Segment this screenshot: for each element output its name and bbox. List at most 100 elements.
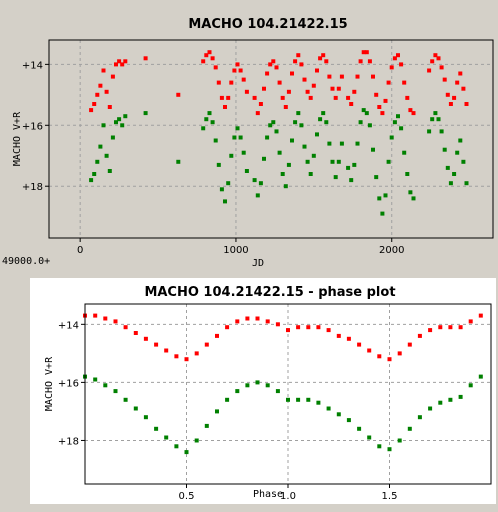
light-curve-red-point-53: [327, 74, 332, 79]
light-curve-green-point-35: [271, 120, 276, 125]
light-curve-red-point-9: [117, 59, 122, 64]
light-curve-red-point-78: [408, 108, 413, 113]
light-curve-green-point-9: [117, 117, 122, 122]
light-curve-red-point-80: [427, 68, 432, 73]
phase-plot-red-point-10: [184, 357, 189, 362]
light-curve-green-point-20: [219, 187, 224, 192]
light-curve-green-point-46: [305, 159, 310, 164]
phase-plot-red-point-23: [316, 325, 321, 330]
phase-plot-y-tick-label-2: +18: [58, 436, 79, 447]
light-curve-green-point-51: [321, 111, 326, 116]
light-curve-green-point-19: [216, 162, 221, 167]
phase-plot-green-point-28: [367, 435, 372, 440]
light-curve-green-point-90: [458, 138, 463, 143]
phase-plot-red-point-22: [306, 325, 311, 330]
phase-plot-green-point-8: [164, 435, 169, 440]
light-curve-red-point-52: [324, 59, 329, 64]
phase-plot-red-point-36: [448, 325, 453, 330]
light-curve-red-point-22: [226, 95, 231, 100]
light-curve-red-point-55: [333, 95, 338, 100]
light-curve-green-point-22: [226, 181, 231, 186]
light-curve-red-point-16: [207, 50, 212, 55]
light-curve-red-point-25: [235, 62, 240, 67]
light-curve-green-point-40: [286, 162, 291, 167]
light-curve-red-point-7: [110, 74, 115, 79]
phase-plot-red-point-39: [478, 313, 483, 318]
light-curve-green-point-59: [349, 178, 354, 183]
light-curve-red-point-21: [223, 105, 227, 109]
light-curve-green-point-48: [311, 153, 316, 158]
light-curve-green-point-61: [355, 141, 360, 146]
light-curve-green-point-23: [229, 153, 234, 158]
light-curve-green-point-17: [210, 120, 215, 125]
light-curve-green-point-84: [439, 129, 444, 134]
light-curve-x-tick-label-0: 0: [77, 245, 83, 256]
light-curve-green-point-70: [383, 193, 388, 198]
light-curve-green-point-38: [280, 172, 285, 176]
light-curve-red-point-86: [445, 92, 450, 97]
phase-plot-green-point-6: [143, 415, 148, 420]
light-curve-red-point-67: [374, 92, 379, 97]
light-curve-red-point-39: [283, 105, 288, 109]
light-curve-red-point-19: [216, 80, 221, 85]
light-curve-red-point-90: [458, 71, 463, 76]
light-curve-points: [89, 50, 469, 216]
light-curve-x-offset-label: 49000.0+: [2, 256, 50, 267]
phase-plot-red-point-34: [428, 328, 433, 333]
light-curve-red-point-20: [219, 95, 224, 100]
light-curve-green-point-21: [223, 199, 227, 204]
phase-plot-green-point-26: [346, 418, 351, 423]
light-curve-red-point-63: [361, 50, 366, 55]
light-curve-green-point-42: [293, 120, 298, 125]
light-curve-red-point-69: [380, 111, 385, 116]
light-curve-green-point-4: [101, 123, 106, 128]
light-curve-green-point-79: [411, 196, 416, 201]
phase-plot-green-point-4: [123, 397, 128, 402]
light-curve-green-point-24: [232, 135, 237, 140]
light-curve-green-point-54: [330, 159, 335, 164]
light-curve-red-point-29: [252, 95, 257, 100]
phase-plot-green-point-7: [154, 426, 159, 431]
light-curve-red-point-76: [402, 80, 407, 85]
light-curve-green-point-6: [107, 169, 112, 173]
light-curve-green-point-82: [433, 111, 438, 116]
light-curve-green-point-44: [299, 123, 304, 128]
light-curve-red-point-75: [399, 62, 404, 67]
phase-plot-red-point-19: [275, 322, 280, 327]
phase-plot-points: [83, 313, 483, 455]
light-curve-red-point-28: [244, 89, 249, 94]
light-curve-green-point-5: [104, 153, 109, 158]
phase-plot-red-point-14: [225, 325, 230, 330]
light-curve-red-point-14: [201, 59, 206, 64]
light-curve-red-point-23: [229, 80, 234, 85]
light-curve-green-point-66: [371, 147, 375, 152]
phase-plot-green-point-27: [357, 426, 362, 431]
phase-plot-red-point-31: [397, 351, 402, 356]
light-curve-red-point-3: [98, 83, 103, 88]
light-curve-green-point-56: [336, 159, 341, 164]
phase-plot-green-point-1: [93, 377, 98, 382]
phase-plot-green-point-13: [215, 409, 219, 414]
light-curve-red-point-26: [238, 68, 243, 73]
light-curve-red-point-5: [104, 89, 109, 94]
light-curve-x-ticks: 0 1000 2000: [77, 238, 404, 256]
phase-plot-red-point-33: [417, 333, 422, 338]
light-curve-red-point-79: [411, 111, 416, 116]
light-curve-red-point-35: [271, 59, 276, 64]
phase-plot-red-point-2: [103, 316, 108, 321]
light-curve-green-point-53: [327, 141, 332, 146]
light-curve-green-point-3: [98, 144, 103, 149]
phase-plot-red-point-37: [458, 325, 463, 330]
light-curve-red-point-31: [258, 102, 263, 106]
phase-plot-red-point-15: [235, 319, 240, 324]
phase-plot-green-point-37: [458, 394, 463, 399]
light-curve-green-point-0: [89, 178, 94, 183]
light-curve-red-point-2: [95, 92, 100, 97]
phase-plot-green-point-19: [275, 389, 280, 394]
light-curve-green-point-64: [364, 111, 369, 116]
phase-plot-red-point-28: [367, 348, 372, 353]
phase-plot-y-tick-label-1: +16: [58, 378, 79, 389]
phase-plot-red-point-29: [377, 354, 382, 359]
light-curve-red-point-92: [464, 102, 469, 106]
